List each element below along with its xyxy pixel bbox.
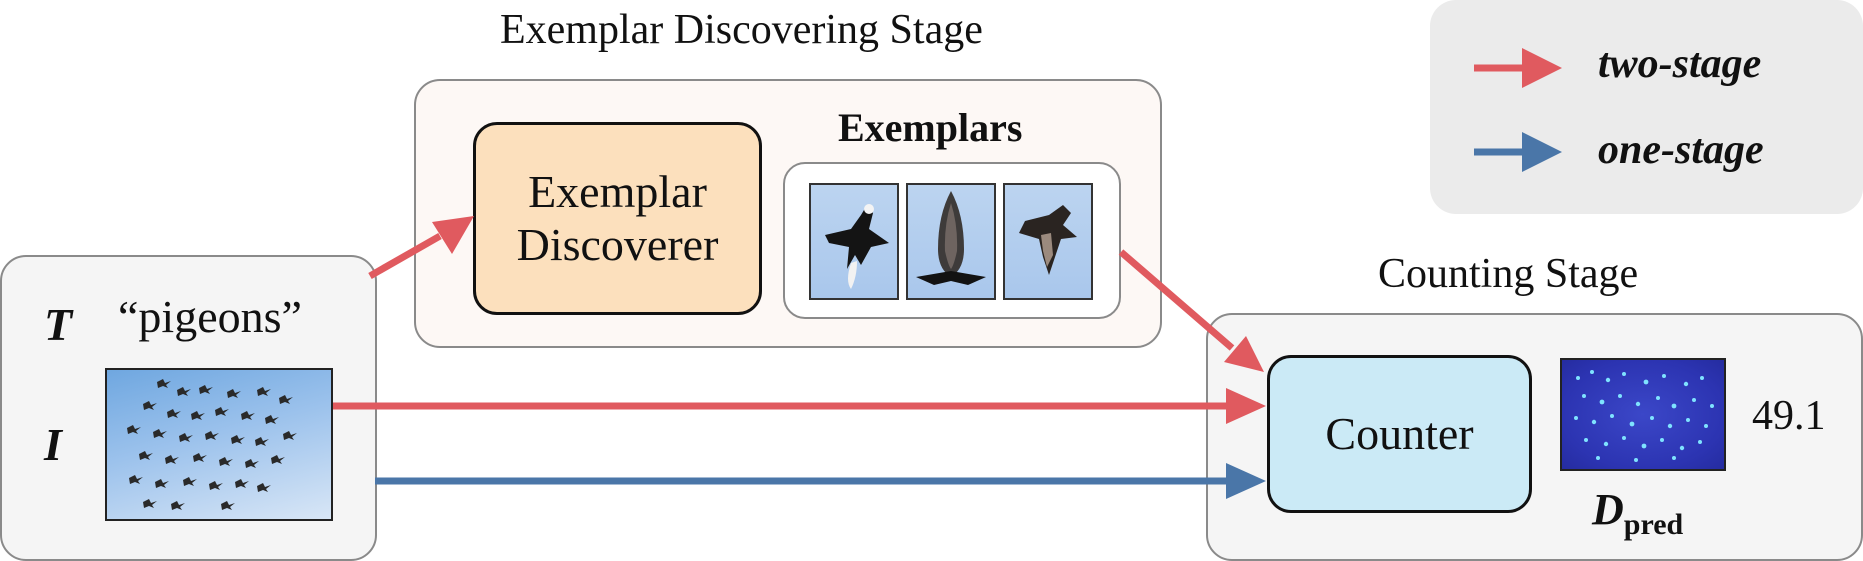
- legend-box: [1430, 0, 1863, 214]
- arrow-head: [1224, 336, 1264, 372]
- exemplar-image: [906, 183, 996, 300]
- legend-label-two-stage: two-stage: [1598, 41, 1762, 87]
- arrow-head: [1226, 388, 1266, 424]
- two-stage-arrows: [333, 48, 1562, 424]
- counting-stage-label: Counting Stage: [1378, 251, 1639, 297]
- density-points-icon: [1574, 370, 1714, 462]
- density-symbol: D: [1592, 485, 1624, 534]
- predicted-count-value: 49.1: [1752, 393, 1826, 439]
- arrow-input-to-discoverer: [368, 232, 442, 280]
- legend-arrow-head-two-stage: [1522, 48, 1562, 88]
- one-stage-arrows: [375, 132, 1562, 499]
- density-map-label: Dpred: [1592, 484, 1683, 542]
- bird-flock-icon: [127, 379, 297, 510]
- bird-icon: [1019, 205, 1077, 275]
- legend-label-one-stage: one-stage: [1598, 127, 1764, 173]
- legend-arrow-head-one-stage: [1522, 132, 1562, 172]
- arrow-exemplars-to-counter: [1118, 249, 1235, 351]
- exemplar-image: [809, 183, 899, 300]
- image-input-symbol: I: [44, 419, 62, 470]
- exemplar-discoverer-block: Exemplar Discoverer: [473, 122, 762, 315]
- counter-label: Counter: [1325, 407, 1474, 459]
- bird-icon: [825, 204, 889, 289]
- discovering-stage-label: Exemplar Discovering Stage: [500, 7, 983, 53]
- arrow-head: [432, 216, 474, 254]
- text-prompt: “pigeons”: [118, 291, 302, 342]
- discoverer-label-line2: Discoverer: [516, 218, 719, 270]
- density-subscript: pred: [1623, 507, 1684, 541]
- pigeon-input-image: [105, 368, 333, 521]
- exemplar-image: [1003, 183, 1093, 300]
- density-map-image: [1560, 358, 1726, 471]
- text-input-symbol: T: [44, 299, 73, 350]
- counter-block: Counter: [1267, 355, 1532, 513]
- bird-icon: [916, 191, 986, 285]
- discoverer-label-line1: Exemplar: [528, 165, 707, 217]
- exemplars-label: Exemplars: [838, 105, 1023, 150]
- arrow-head: [1226, 463, 1266, 499]
